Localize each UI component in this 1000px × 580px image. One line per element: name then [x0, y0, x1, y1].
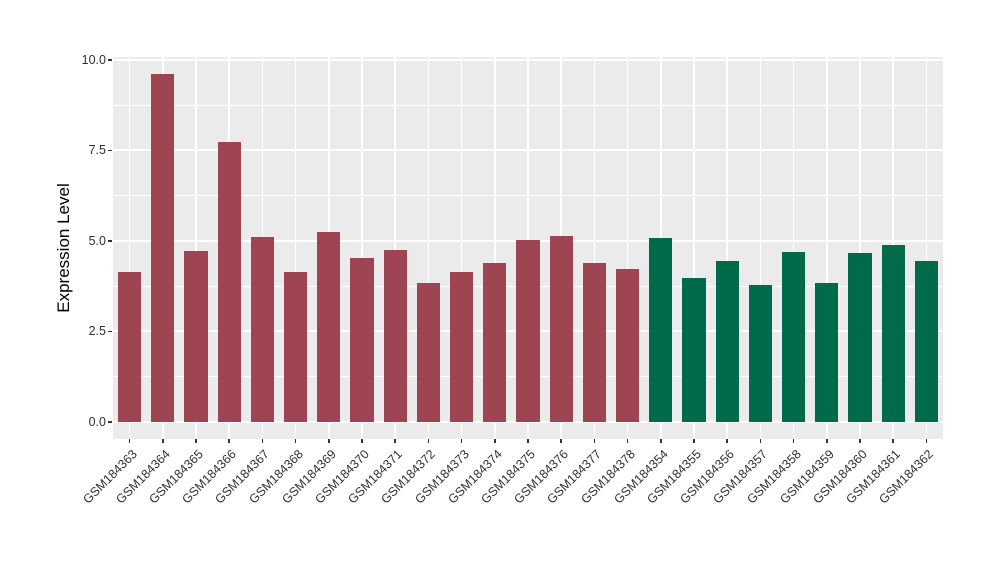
- y-tick-label: 2.5: [88, 324, 106, 339]
- x-tick-mark: [859, 439, 861, 443]
- bar-GSM184365: [184, 251, 208, 422]
- bar-GSM184360: [848, 253, 872, 422]
- gridline-vertical: [394, 57, 396, 439]
- y-tick-label: 10.0: [81, 52, 106, 67]
- bar-GSM184357: [748, 285, 772, 422]
- bar-GSM184355: [682, 277, 706, 422]
- x-tick-mark: [195, 439, 197, 443]
- y-tick-mark: [108, 240, 112, 242]
- bar-GSM184367: [250, 236, 274, 422]
- bar-GSM184376: [549, 236, 573, 422]
- bar-GSM184358: [781, 252, 806, 422]
- gridline-vertical: [759, 57, 762, 439]
- x-tick-mark: [826, 439, 828, 443]
- x-tick-mark: [660, 439, 662, 443]
- gridline-vertical: [195, 57, 197, 439]
- x-tick-mark: [328, 439, 330, 443]
- gridline-vertical: [859, 57, 861, 439]
- x-tick-mark: [294, 439, 297, 443]
- bar-GSM184363: [117, 271, 142, 422]
- gridline-vertical: [925, 57, 928, 439]
- bar-GSM184369: [317, 231, 341, 422]
- gridline-vertical: [693, 57, 695, 439]
- bar-GSM184364: [151, 74, 175, 422]
- bar-GSM184356: [715, 260, 739, 422]
- x-tick-mark: [427, 439, 430, 443]
- y-tick-mark: [108, 330, 112, 333]
- y-tick-label: 5.0: [88, 233, 106, 248]
- gridline-vertical: [460, 57, 463, 439]
- y-tick-mark: [108, 59, 112, 61]
- x-tick-mark: [494, 439, 496, 443]
- gridline-vertical: [361, 57, 363, 439]
- bar-GSM184378: [615, 269, 640, 422]
- plot-panel: [113, 57, 943, 439]
- bar-GSM184374: [483, 263, 507, 422]
- x-tick-mark: [892, 439, 894, 443]
- gridline-vertical: [128, 57, 131, 439]
- x-tick-mark: [460, 439, 463, 443]
- x-tick-mark: [626, 439, 629, 443]
- bar-GSM184366: [217, 141, 241, 422]
- x-tick-mark: [228, 439, 230, 443]
- gridline-vertical: [294, 57, 297, 439]
- x-tick-mark: [693, 439, 695, 443]
- x-tick-mark: [527, 439, 529, 443]
- gridline-vertical: [726, 57, 728, 439]
- x-tick-mark: [726, 439, 728, 443]
- bar-GSM184375: [516, 239, 540, 422]
- gridline-vertical: [494, 57, 496, 439]
- x-tick-mark: [162, 439, 164, 443]
- x-tick-mark: [560, 439, 562, 443]
- gridline-vertical: [593, 57, 596, 439]
- bar-GSM184368: [283, 271, 308, 422]
- gridline-vertical: [826, 57, 828, 439]
- y-tick-mark: [108, 149, 112, 152]
- bar-GSM184372: [416, 282, 440, 422]
- x-tick-mark: [361, 439, 363, 443]
- x-tick-mark: [759, 439, 762, 443]
- x-tick-mark: [394, 439, 396, 443]
- bar-GSM184362: [914, 260, 938, 422]
- x-tick-mark: [128, 439, 131, 443]
- x-tick-mark: [792, 439, 795, 443]
- bar-GSM184359: [815, 282, 839, 422]
- bar-GSM184377: [582, 263, 606, 422]
- y-tick-label: 0.0: [88, 415, 106, 429]
- bar-GSM184361: [881, 244, 905, 422]
- bar-GSM184373: [449, 271, 474, 422]
- x-tick-mark: [261, 439, 264, 443]
- bar-GSM184370: [350, 258, 374, 422]
- gridline-vertical: [626, 57, 629, 439]
- y-tick-label: 7.5: [88, 143, 106, 158]
- bar-GSM184371: [383, 250, 407, 422]
- gridline-vertical: [427, 57, 430, 439]
- x-tick-mark: [925, 439, 928, 443]
- gridline-vertical: [792, 57, 795, 439]
- x-tick-mark: [593, 439, 596, 443]
- y-tick-mark: [108, 421, 112, 423]
- bar-GSM184354: [649, 238, 673, 422]
